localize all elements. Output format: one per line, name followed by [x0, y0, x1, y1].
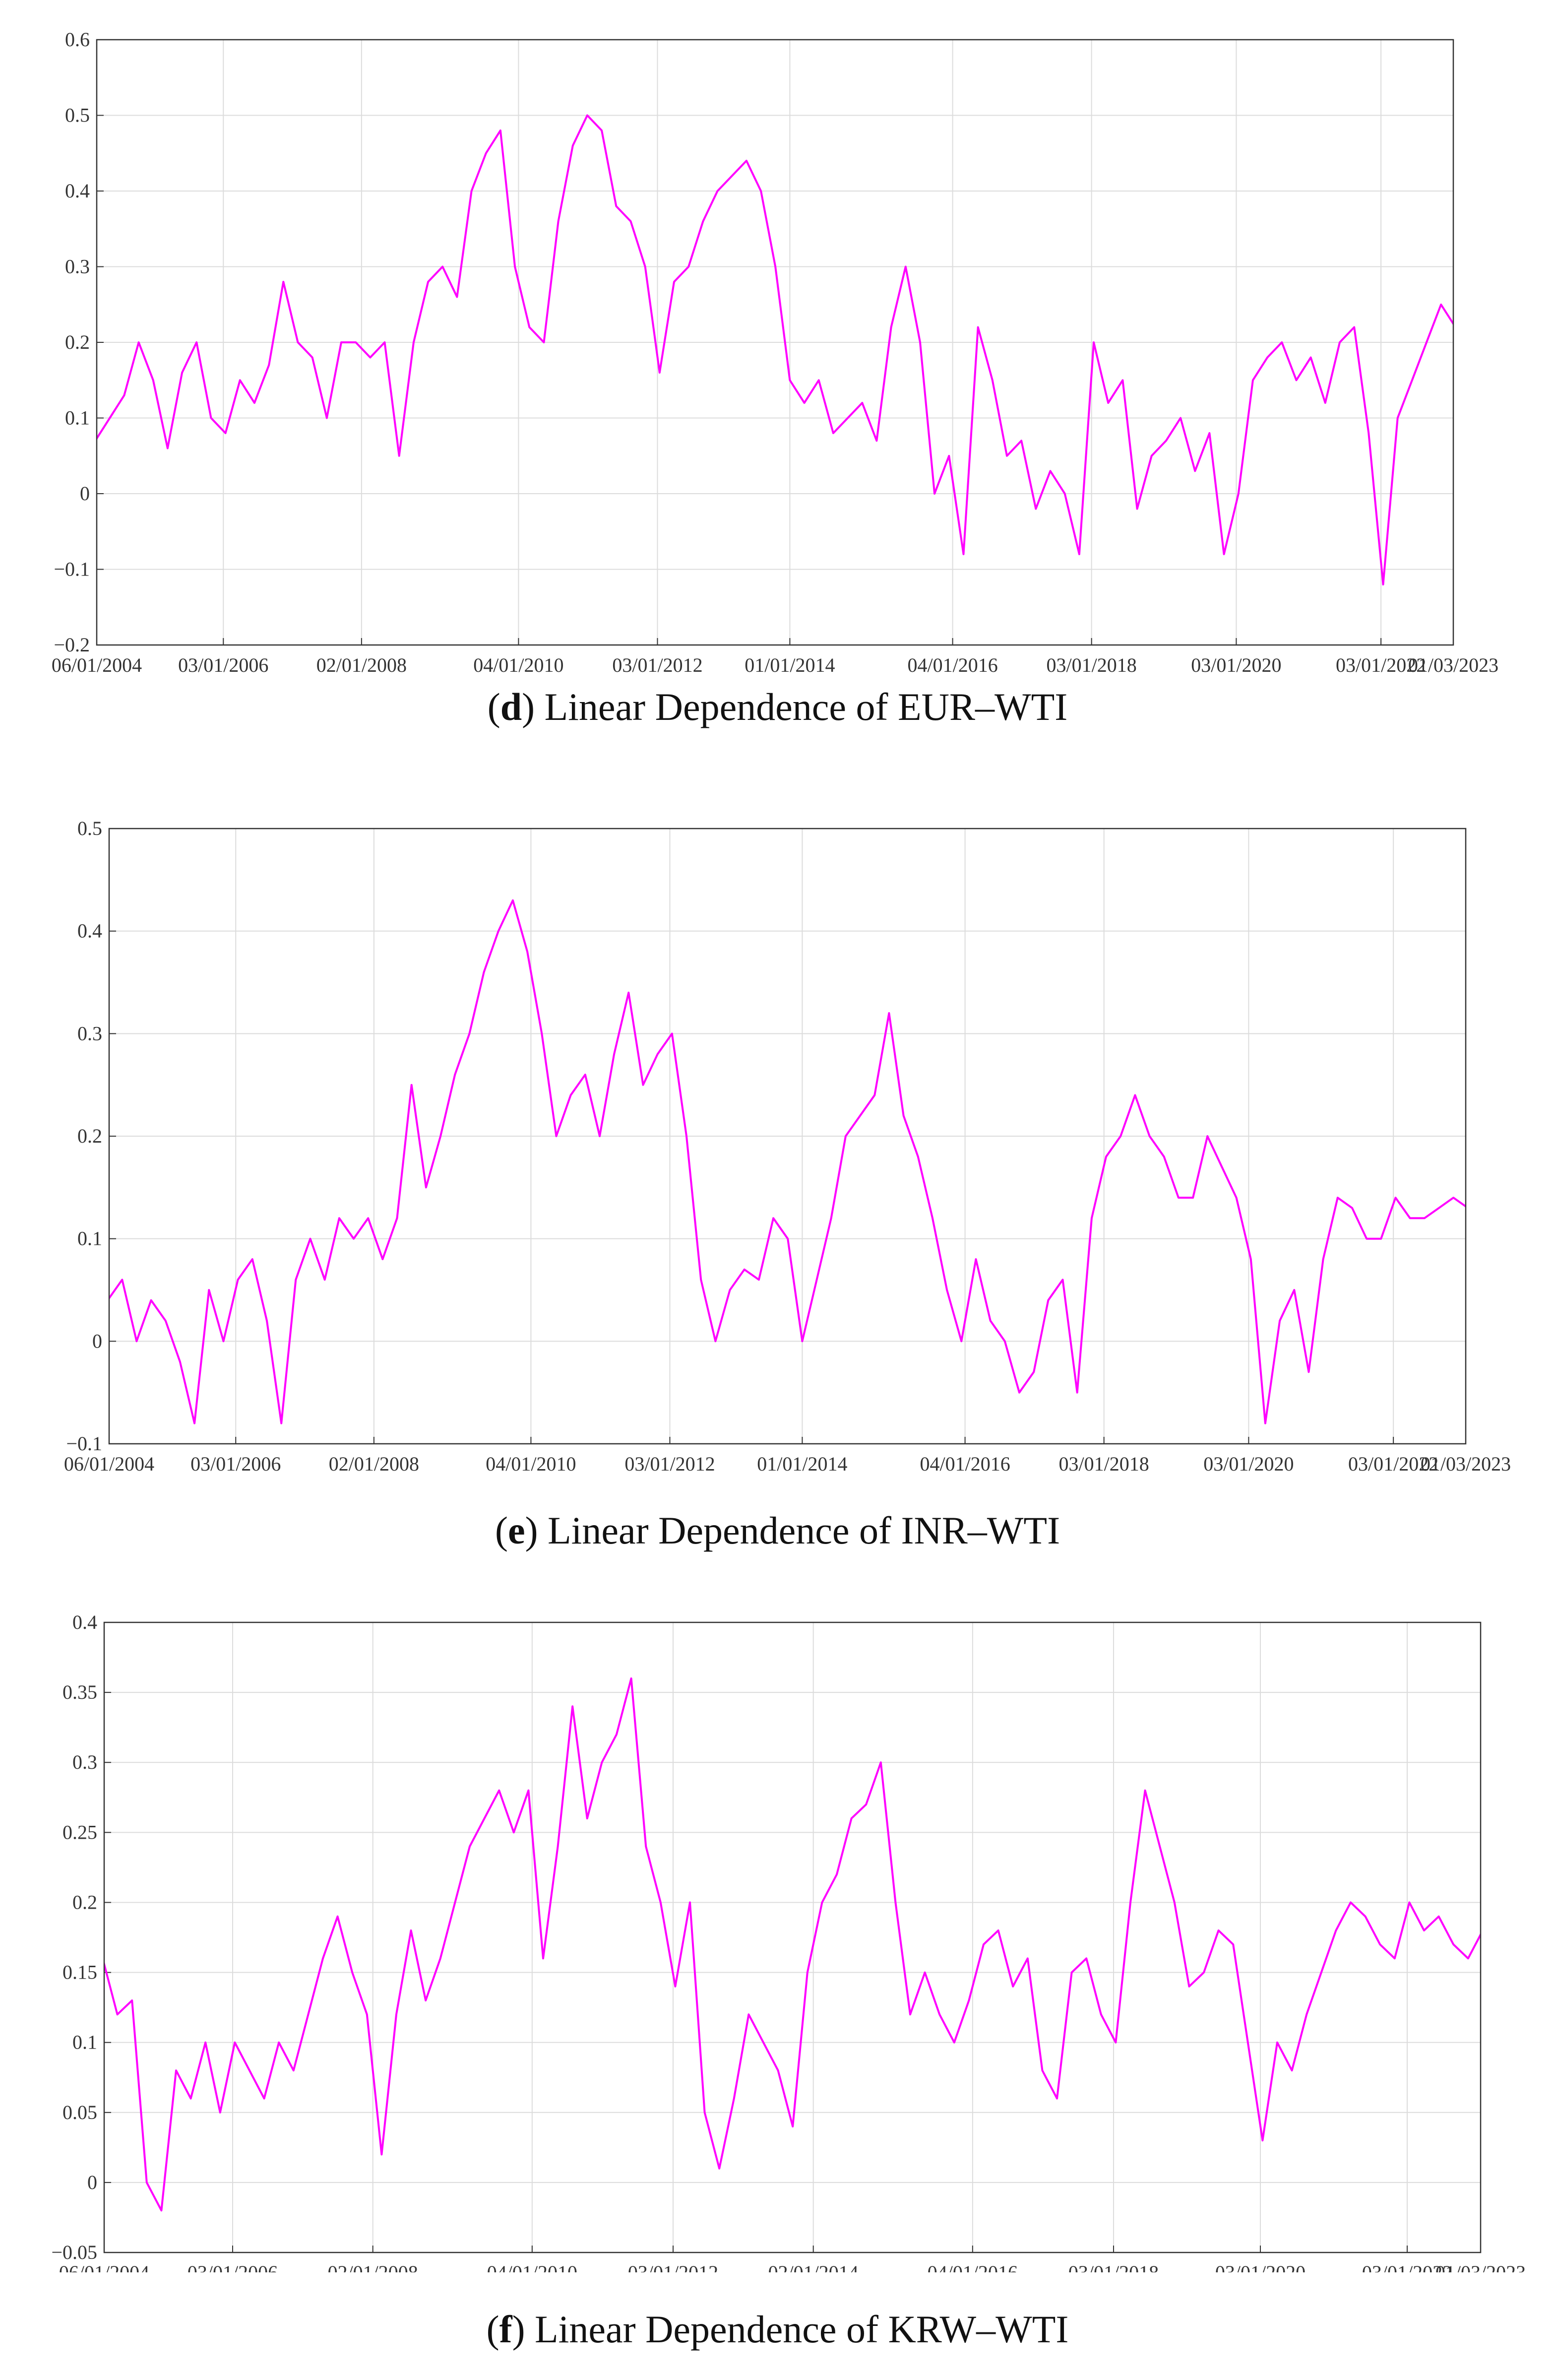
- x-tick-label: 03/01/2022: [1362, 2261, 1452, 2272]
- x-tick-label: 03/01/2018: [1047, 654, 1137, 676]
- x-tick-label: 01/03/2023: [1435, 2261, 1526, 2272]
- y-tick-label: 0.4: [77, 920, 102, 942]
- caption-d: (d) Linear Dependence of EUR–WTI: [487, 685, 1068, 728]
- x-tick-label: 03/01/2006: [187, 2261, 278, 2272]
- caption-e-letter: e: [507, 1509, 525, 1552]
- x-tick-label: 03/01/2020: [1215, 2261, 1306, 2272]
- y-tick-label: 0.2: [65, 331, 90, 353]
- x-tick-label: 03/01/2012: [612, 654, 702, 676]
- x-tick-label: 03/01/2012: [628, 2261, 718, 2272]
- x-tick-label: 03/01/2022: [1348, 1453, 1438, 1475]
- x-tick-label: 03/01/2022: [1336, 654, 1426, 676]
- x-tick-label: 01/03/2023: [1408, 654, 1498, 676]
- y-tick-label: 0.3: [77, 1022, 102, 1044]
- y-tick-label: 0.3: [65, 256, 90, 278]
- y-tick-label: 0.15: [62, 1961, 97, 1984]
- caption-f-letter: f: [499, 2308, 512, 2351]
- series-line: [104, 1677, 1481, 2212]
- y-tick-label: 0.25: [62, 1821, 97, 1843]
- x-tick-label: 03/01/2018: [1059, 1453, 1149, 1475]
- caption-f: (f) Linear Dependence of KRW–WTI: [486, 2308, 1069, 2351]
- y-tick-label: 0.6: [65, 28, 90, 51]
- caption-e: (e) Linear Dependence of INR–WTI: [495, 1509, 1060, 1552]
- chart-panel-e: −0.1 0 0.1 0.2 0.3 0.4 0.5 06/01/2004 03/01/2006…: [0, 794, 1555, 1588]
- x-tick-label: 03/01/2006: [190, 1453, 281, 1475]
- plot-frame: [103, 1621, 1482, 2253]
- x-tick-label: 02/01/2014: [768, 2261, 859, 2272]
- x-tick-label: 04/01/2016: [907, 654, 997, 676]
- caption-d-letter: d: [500, 685, 522, 728]
- x-tick-label: 03/01/2018: [1068, 2261, 1159, 2272]
- chart-panel-f: −0.05 0 0.05 0.1 0.15 0.2 0.25 0.3 0.35 0.4 06/01/…: [0, 1593, 1555, 2380]
- x-tick-label: 03/01/2020: [1191, 654, 1281, 676]
- x-tick-label: 03/01/2020: [1203, 1453, 1294, 1475]
- x-tick-label: 02/01/2008: [328, 2261, 418, 2272]
- x-tick-label: 04/01/2016: [928, 2261, 1018, 2272]
- x-tick-label: 06/01/2004: [64, 1453, 154, 1475]
- x-tick-label: 02/01/2008: [316, 654, 407, 676]
- y-tick-label: 0.4: [72, 1611, 97, 1633]
- y-tick-label: 0.5: [65, 104, 90, 127]
- caption-d-text: ) Linear Dependence of EUR–WTI: [522, 685, 1068, 728]
- x-tick-label: 03/01/2012: [624, 1453, 715, 1475]
- y-tick-label: 0: [92, 1330, 102, 1352]
- x-tick-label: 04/01/2010: [473, 654, 563, 676]
- chart-d: −0.2 −0.1 0 0.1 0.2 0.3 0.4 0.5 0.6 06/01/2004 03/…: [52, 28, 1498, 676]
- y-tick-label: 0.35: [62, 1681, 97, 1703]
- x-tick-label: 01/03/2023: [1421, 1453, 1511, 1475]
- chart-panel-d: −0.2 −0.1 0 0.1 0.2 0.3 0.4 0.5 0.6 06/01/2004 03/…: [0, 0, 1555, 728]
- y-tick-label: 0.5: [77, 817, 102, 839]
- y-tick-label: 0.2: [72, 1891, 97, 1913]
- x-tick-label: 06/01/2004: [52, 654, 142, 676]
- chart-f: −0.05 0 0.05 0.1 0.15 0.2 0.25 0.3 0.35 0.4 06/01/…: [51, 1611, 1526, 2272]
- y-tick-label: −0.1: [54, 558, 90, 580]
- x-tick-label: 04/01/2016: [920, 1453, 1010, 1475]
- plot-frame: [96, 39, 1454, 646]
- y-tick-label: 0.4: [65, 180, 90, 202]
- y-tick-label: 0.05: [62, 2101, 97, 2123]
- y-tick-label: 0.1: [72, 2031, 97, 2054]
- y-tick-label: 0.1: [65, 407, 90, 429]
- x-tick-label: 06/01/2004: [59, 2261, 149, 2272]
- y-tick-label: −0.05: [51, 2241, 97, 2263]
- x-tick-label: 01/01/2014: [757, 1453, 847, 1475]
- series-line: [109, 899, 1466, 1424]
- y-tick-label: −0.1: [66, 1432, 102, 1455]
- y-tick-label: 0.1: [77, 1227, 102, 1250]
- y-tick-label: 0.2: [77, 1125, 102, 1147]
- chart-e: −0.1 0 0.1 0.2 0.3 0.4 0.5 06/01/2004 03/01/2006…: [64, 817, 1511, 1475]
- x-tick-label: 04/01/2010: [487, 2261, 577, 2272]
- caption-e-text: ) Linear Dependence of INR–WTI: [525, 1509, 1060, 1552]
- series-line: [97, 114, 1453, 585]
- caption-f-text: ) Linear Dependence of KRW–WTI: [512, 2308, 1069, 2351]
- x-tick-label: 04/01/2010: [486, 1453, 576, 1475]
- y-tick-label: 0: [87, 2171, 97, 2193]
- x-tick-label: 02/01/2008: [329, 1453, 419, 1475]
- y-tick-label: −0.2: [54, 634, 90, 656]
- plot-frame: [108, 828, 1467, 1445]
- x-tick-label: 03/01/2006: [178, 654, 268, 676]
- x-tick-label: 01/01/2014: [745, 654, 835, 676]
- y-tick-label: 0.3: [72, 1751, 97, 1773]
- y-tick-label: 0: [80, 482, 90, 505]
